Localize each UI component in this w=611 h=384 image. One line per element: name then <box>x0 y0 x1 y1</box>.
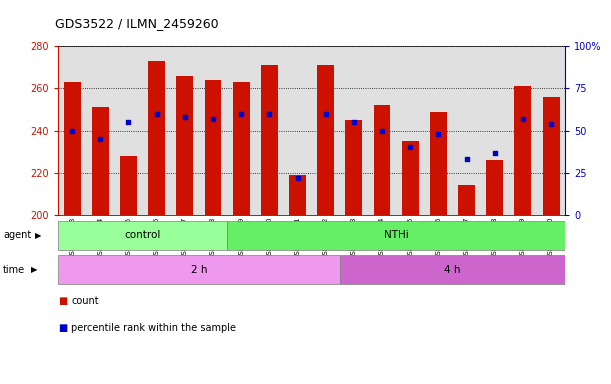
Bar <box>509 46 537 215</box>
Point <box>265 111 274 117</box>
Bar <box>317 65 334 215</box>
Point <box>434 131 444 137</box>
Bar <box>340 46 368 215</box>
Bar <box>312 46 340 215</box>
Point <box>321 111 331 117</box>
Text: ■: ■ <box>58 296 67 306</box>
Bar <box>227 46 255 215</box>
Point <box>405 144 415 151</box>
Point <box>152 111 161 117</box>
Bar <box>86 46 114 215</box>
Point <box>293 175 302 181</box>
Bar <box>58 255 340 285</box>
Bar <box>402 141 419 215</box>
Bar <box>345 120 362 215</box>
Bar <box>424 46 453 215</box>
Bar <box>261 65 278 215</box>
Text: ▶: ▶ <box>31 265 37 274</box>
Text: 2 h: 2 h <box>191 265 207 275</box>
Text: 4 h: 4 h <box>444 265 461 275</box>
Point <box>95 136 105 142</box>
Bar <box>64 82 81 215</box>
Bar <box>453 46 481 215</box>
Text: count: count <box>71 296 99 306</box>
Point <box>518 116 528 122</box>
Text: GDS3522 / ILMN_2459260: GDS3522 / ILMN_2459260 <box>55 17 219 30</box>
Point <box>377 127 387 134</box>
Bar <box>58 220 227 250</box>
Bar <box>205 80 221 215</box>
Bar <box>177 76 193 215</box>
Bar <box>58 46 86 215</box>
Point <box>490 149 500 156</box>
Point <box>180 114 189 120</box>
Bar <box>120 156 137 215</box>
Bar <box>543 97 560 215</box>
Bar <box>92 107 109 215</box>
Bar <box>148 61 165 215</box>
Bar <box>199 46 227 215</box>
Point <box>208 116 218 122</box>
Point <box>67 127 77 134</box>
Text: ▶: ▶ <box>35 231 42 240</box>
Bar <box>368 46 396 215</box>
Bar <box>537 46 565 215</box>
Bar <box>396 46 424 215</box>
Text: NTHi: NTHi <box>384 230 409 240</box>
Bar <box>142 46 170 215</box>
Bar <box>340 255 565 285</box>
Point <box>462 156 472 162</box>
Bar <box>255 46 284 215</box>
Text: percentile rank within the sample: percentile rank within the sample <box>71 323 236 333</box>
Text: time: time <box>3 265 25 275</box>
Text: agent: agent <box>3 230 31 240</box>
Bar <box>170 46 199 215</box>
Bar <box>430 112 447 215</box>
Point <box>546 121 556 127</box>
Bar <box>373 105 390 215</box>
Bar <box>284 46 312 215</box>
Point <box>123 119 133 125</box>
Point <box>349 119 359 125</box>
Bar <box>114 46 142 215</box>
Bar <box>481 46 509 215</box>
Bar <box>233 82 250 215</box>
Bar <box>486 160 503 215</box>
Bar <box>458 185 475 215</box>
Bar <box>227 220 565 250</box>
Bar <box>289 175 306 215</box>
Bar <box>514 86 532 215</box>
Point <box>236 111 246 117</box>
Text: ■: ■ <box>58 323 67 333</box>
Text: control: control <box>125 230 161 240</box>
